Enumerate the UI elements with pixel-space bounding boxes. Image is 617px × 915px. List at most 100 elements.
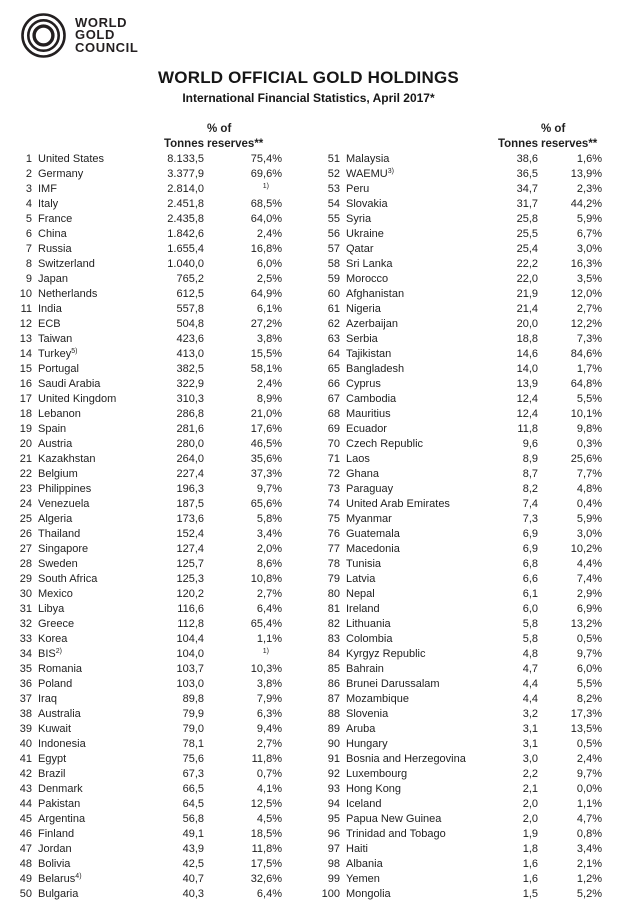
tonnes-value: 103,7 (176, 663, 204, 675)
tonnes-value: 116,6 (177, 603, 204, 615)
table-row: 72 Ghana 8,7 7,7% (318, 467, 602, 482)
tonnes-value: 56,8 (182, 813, 204, 825)
row-rank: 13 (19, 333, 32, 345)
pct-reserves-value: 75,4% (250, 153, 282, 165)
table-row: 86 Brunei Darussalam 4,4 5,5% (318, 677, 602, 692)
pct-reserves-value: 10,2% (570, 543, 602, 555)
tonnes-value: 1.842,6 (167, 228, 204, 240)
tonnes-value: 765,2 (176, 273, 204, 285)
tonnes-value: 12,4 (516, 408, 538, 420)
country-name: Morocco (346, 273, 389, 285)
country-name: Belgium (38, 468, 78, 480)
row-rank: 10 (19, 288, 32, 300)
table-row: 11 India 557,8 6,1% (14, 302, 282, 317)
header-spacer (318, 122, 340, 137)
row-rank: 15 (19, 363, 32, 375)
pct-reserves-value: 2,0% (256, 543, 282, 555)
tonnes-value: 8,7 (522, 468, 538, 480)
pct-reserves-value: 12,2% (570, 318, 602, 330)
row-rank: 66 (327, 378, 340, 390)
tonnes-value: 6,0 (522, 603, 538, 615)
row-rank: 6 (25, 228, 32, 240)
tonnes-value: 67,3 (182, 768, 204, 780)
row-rank: 25 (19, 513, 32, 525)
row-rank: 57 (327, 243, 340, 255)
table-row: 73 Paraguay 8,2 4,8% (318, 482, 602, 497)
country-name: Czech Republic (346, 438, 424, 450)
pct-reserves-value: 5,8% (256, 513, 282, 525)
country-name: Trinidad and Tobago (346, 828, 446, 840)
pct-reserves-value: 3,0% (576, 243, 602, 255)
pct-reserves-value: 35,6% (250, 453, 282, 465)
pct-reserves-value: 64,0% (250, 213, 282, 225)
tonnes-value: 34,7 (516, 183, 538, 195)
pct-reserves-value: 13,5% (570, 723, 602, 735)
country-name: Poland (38, 678, 73, 690)
country-name: Pakistan (38, 798, 81, 810)
row-rank: 18 (19, 408, 32, 420)
country-name: Luxembourg (346, 768, 408, 780)
pct-reserves-value: 7,4% (576, 573, 602, 585)
row-rank: 72 (327, 468, 340, 480)
pct-reserves-value: 2,7% (576, 303, 602, 315)
table-row: 77 Macedonia 6,9 10,2% (318, 542, 602, 557)
tonnes-value: 25,4 (516, 243, 538, 255)
table-row: 4 Italy 2.451,8 68,5% (14, 197, 282, 212)
table-row: 68 Mauritius 12,4 10,1% (318, 407, 602, 422)
country-name: Jordan (38, 843, 72, 855)
logo-wordmark: WORLD GOLD COUNCIL (75, 16, 138, 55)
table-rows-right: 51 Malaysia 38,6 1,6% 52 WAEMU3) 36,5 13,9% 53 Pe… (318, 152, 602, 902)
pct-reserves-value: 68,5% (250, 198, 282, 210)
tonnes-value: 125,3 (176, 573, 204, 585)
tonnes-value: 42,5 (182, 858, 204, 870)
header-spacer (340, 137, 482, 152)
row-rank: 1 (25, 153, 32, 165)
header-spacer (340, 122, 482, 137)
row-rank: 56 (327, 228, 340, 240)
country-name: Colombia (346, 633, 393, 645)
table-row: 56 Ukraine 25,5 6,7% (318, 227, 602, 242)
pct-reserves-value: 64,8% (570, 378, 602, 390)
table-row: 5 France 2.435,8 64,0% (14, 212, 282, 227)
table-row: 34 BIS2) 104,0 1) (14, 647, 282, 662)
pct-reserves-value: 0,3% (576, 438, 602, 450)
pct-reserves-value: 4,5% (256, 813, 282, 825)
footnote-marker: 5) (71, 348, 78, 355)
pct-of-header: % of (207, 123, 232, 135)
country-name: Lebanon (38, 408, 81, 420)
tonnes-value: 14,0 (516, 363, 538, 375)
row-rank: 88 (327, 708, 340, 720)
country-name: Laos (346, 453, 370, 465)
country-name: Nepal (346, 588, 375, 600)
row-rank: 8 (25, 258, 32, 270)
tonnes-value: 2,0 (522, 798, 538, 810)
row-rank: 12 (19, 318, 32, 330)
country-name: Myanmar (346, 513, 392, 525)
country-name: Slovakia (346, 198, 388, 210)
table-row: 8 Switzerland 1.040,0 6,0% (14, 257, 282, 272)
pct-reserves-value: 4,7% (576, 813, 602, 825)
country-name: Iraq (38, 693, 57, 705)
table-row: 25 Algeria 173,6 5,8% (14, 512, 282, 527)
tonnes-value: 8,2 (522, 483, 538, 495)
country-name: Taiwan (38, 333, 73, 345)
country-name: Thailand (38, 528, 81, 540)
pct-reserves-value: 0,5% (576, 633, 602, 645)
country-name: Ukraine (346, 228, 384, 240)
country-name: Tajikistan (346, 348, 392, 360)
pct-reserves-value: 69,6% (250, 168, 282, 180)
tonnes-value: 557,8 (176, 303, 204, 315)
row-rank: 28 (19, 558, 32, 570)
row-rank: 27 (19, 543, 32, 555)
table-row: 52 WAEMU3) 36,5 13,9% (318, 167, 602, 182)
tonnes-value: 40,3 (182, 888, 204, 900)
row-rank: 79 (327, 573, 340, 585)
row-rank: 78 (327, 558, 340, 570)
pct-reserves-value: 9,7% (576, 648, 602, 660)
tonnes-value: 7,3 (522, 513, 538, 525)
row-rank: 35 (19, 663, 32, 675)
table-row: 65 Bangladesh 14,0 1,7% (318, 362, 602, 377)
country-name: Australia (38, 708, 81, 720)
row-rank: 93 (327, 783, 340, 795)
row-rank: 29 (19, 573, 32, 585)
